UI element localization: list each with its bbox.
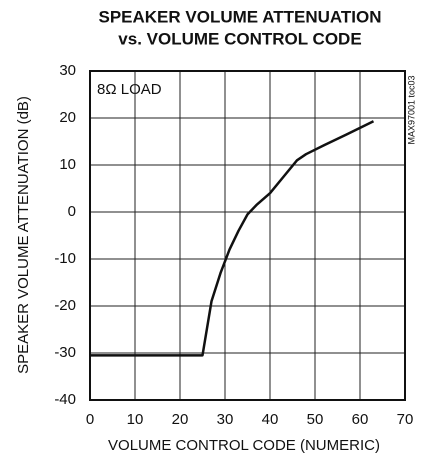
x-tick-label: 50	[307, 411, 324, 428]
x-tick-label: 0	[86, 411, 94, 428]
annotation: 8Ω LOAD	[97, 81, 162, 98]
x-tick-label: 40	[262, 411, 279, 428]
x-tick-label: 70	[397, 411, 414, 428]
x-tick-label: 60	[352, 411, 369, 428]
y-tick-label: 30	[59, 62, 76, 79]
y-tick-label: 10	[59, 156, 76, 173]
y-tick-label: 0	[68, 203, 76, 220]
figure-id: MAX97001 toc03	[406, 75, 416, 144]
plot-frame	[89, 70, 406, 401]
y-tick-label: 20	[59, 109, 76, 126]
y-axis-label: SPEAKER VOLUME ATTENUATION (dB)	[15, 96, 32, 374]
y-tick-label: -20	[54, 297, 76, 314]
data-line	[90, 120, 375, 357]
chart-title: vs. VOLUME CONTROL CODE	[118, 29, 361, 48]
y-tick-label: -40	[54, 391, 76, 408]
x-tick-label: 10	[127, 411, 144, 428]
x-axis-label: VOLUME CONTROL CODE (NUMERIC)	[108, 437, 380, 454]
y-tick-label: -10	[54, 250, 76, 267]
y-tick-label: -30	[54, 344, 76, 361]
x-tick-label: 20	[172, 411, 189, 428]
x-tick-label: 30	[217, 411, 234, 428]
chart-title: SPEAKER VOLUME ATTENUATION	[98, 7, 381, 26]
